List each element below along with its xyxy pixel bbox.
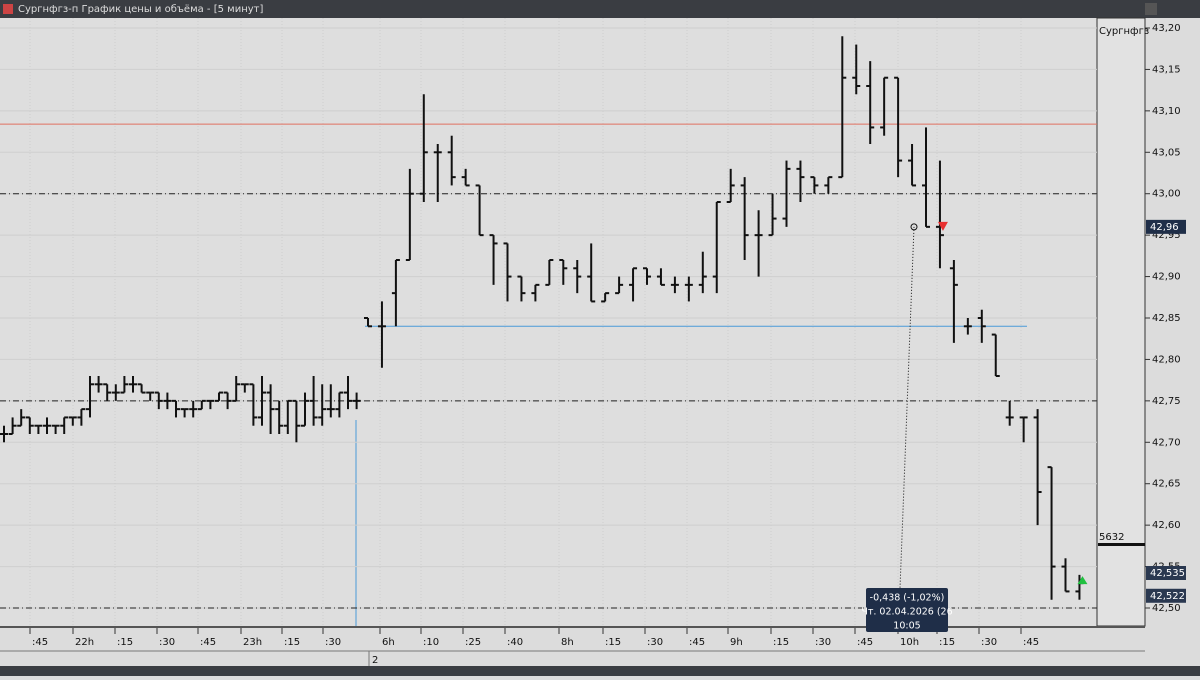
price-axis — [1145, 18, 1200, 626]
x-tick-label: 9h — [730, 637, 743, 648]
tooltip-line: 10:05 — [893, 621, 920, 632]
x-tick-label: :15 — [773, 637, 789, 648]
window-button[interactable] — [1145, 3, 1157, 15]
y-tick-label: 42,85 — [1152, 313, 1181, 324]
y-tick-label: 42,75 — [1152, 396, 1181, 407]
x-tick-label: 8h — [561, 637, 574, 648]
x-tick-label: :15 — [939, 637, 955, 648]
x-tick-label: :45 — [32, 637, 48, 648]
x-tick-label: :15 — [117, 637, 133, 648]
volume-label: 5632 — [1099, 532, 1124, 543]
y-tick-label: 42,90 — [1152, 272, 1181, 283]
price-label: 42,535 — [1150, 568, 1185, 579]
x-tick-label: 22h — [75, 637, 94, 648]
y-tick-label: 42,70 — [1152, 437, 1181, 448]
tooltip-box — [866, 588, 948, 632]
y-tick-label: 42,80 — [1152, 354, 1181, 365]
x-tick-label: 6h — [382, 637, 395, 648]
y-tick-label: 43,00 — [1152, 189, 1181, 200]
y-tick-label: 42,65 — [1152, 479, 1181, 490]
y-tick-label: 43,15 — [1152, 64, 1181, 75]
x-tick-label: :30 — [159, 637, 175, 648]
plot-area — [0, 18, 1097, 626]
cursor-anchor — [910, 223, 918, 231]
x-tick-label: :30 — [981, 637, 997, 648]
x-tick-label: :30 — [325, 637, 341, 648]
price-label-box — [1146, 588, 1186, 603]
price-label-box — [1146, 219, 1186, 234]
x-tick-label: :45 — [200, 637, 216, 648]
x-tick-label: :45 — [857, 637, 873, 648]
volume-bar — [1098, 543, 1145, 546]
x-tick-label: 23h — [243, 637, 262, 648]
date-label: 2 — [372, 655, 378, 666]
cursor-line — [899, 226, 915, 589]
price-label: 42,96 — [1150, 222, 1179, 233]
x-tick-label: :45 — [1023, 637, 1039, 648]
y-tick-label: 43,05 — [1152, 147, 1181, 158]
tooltip-line: -0,438 (-1,02%) — [870, 593, 945, 604]
tooltip-line: Чт. 02.04.2026 (26 — [861, 607, 952, 618]
x-tick-label: :25 — [465, 637, 481, 648]
x-tick-label: :30 — [815, 637, 831, 648]
axis-line — [0, 626, 1145, 628]
x-tick-label: 10h — [900, 637, 919, 648]
x-tick-label: :10 — [423, 637, 439, 648]
x-tick-label: :30 — [647, 637, 663, 648]
price-label-box — [1146, 566, 1186, 580]
y-tick-label: 43,10 — [1152, 106, 1181, 117]
price-label: 42,522 — [1150, 591, 1185, 602]
window-title: Сургнфгз-п График цены и объёма - [5 мин… — [18, 4, 263, 15]
x-tick-label: :15 — [605, 637, 621, 648]
legend: Сургнфгз — [1099, 26, 1149, 37]
title-bar — [0, 0, 1200, 18]
y-tick-label: 42,95 — [1152, 230, 1181, 241]
y-tick-label: 43,20 — [1152, 23, 1181, 34]
x-tick-label: :45 — [689, 637, 705, 648]
signal-marker — [1077, 576, 1088, 585]
y-tick-label: 42,60 — [1152, 520, 1181, 531]
y-tick-label: 42,50 — [1152, 603, 1181, 614]
signal-marker — [937, 221, 948, 231]
x-tick-label: :15 — [284, 637, 300, 648]
app-icon — [3, 4, 13, 14]
status-bar — [0, 666, 1200, 676]
x-tick-label: :40 — [507, 637, 523, 648]
